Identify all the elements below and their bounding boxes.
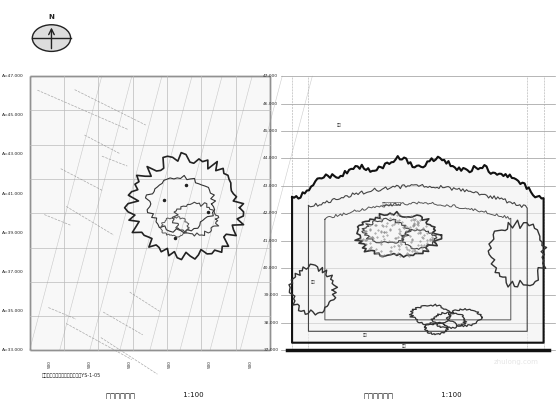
Text: A=41.000: A=41.000 [2,192,24,196]
Text: 45.000: 45.000 [263,129,278,133]
Text: A=43.000: A=43.000 [2,152,24,156]
Text: 44.000: 44.000 [263,156,278,160]
Text: 41.000: 41.000 [263,239,278,243]
Text: 500: 500 [168,360,172,368]
Text: 500: 500 [88,360,92,368]
Text: 37.000: 37.000 [263,348,278,352]
Text: A=33.000: A=33.000 [2,348,24,352]
Text: 底板: 底板 [363,333,368,337]
Text: 500: 500 [208,360,212,368]
FancyBboxPatch shape [30,76,270,350]
Text: A=35.000: A=35.000 [2,309,24,313]
Text: A=47.000: A=47.000 [2,74,24,78]
Text: 浮雕图案示意图样: 浮雕图案示意图样 [381,203,402,207]
Text: 500: 500 [48,360,52,368]
Polygon shape [292,156,544,343]
Text: 46.000: 46.000 [263,102,278,106]
Text: 1:100: 1:100 [438,392,461,398]
Text: A=45.000: A=45.000 [2,113,24,117]
Text: zhulong.com: zhulong.com [494,359,539,365]
Text: 500: 500 [128,360,132,368]
Text: N: N [49,14,54,20]
Circle shape [32,25,71,51]
Text: 42.000: 42.000 [263,211,278,215]
Text: 39.000: 39.000 [263,294,278,298]
Text: 43.000: 43.000 [263,184,278,188]
Text: 47.000: 47.000 [263,74,278,78]
Text: 标高: 标高 [310,280,315,284]
Text: 浮雕墙平面图: 浮雕墙平面图 [106,392,136,399]
Text: A=37.000: A=37.000 [2,270,24,274]
Text: 1:100: 1:100 [181,392,204,398]
Text: 浮雕墙立面图: 浮雕墙立面图 [363,392,394,399]
Text: 500: 500 [248,360,252,368]
Text: A=39.000: A=39.000 [2,231,24,235]
Text: 顶高: 顶高 [337,124,342,128]
Text: 40.000: 40.000 [263,266,278,270]
Text: 地面: 地面 [402,344,407,348]
Text: 38.000: 38.000 [263,321,278,325]
Text: 说明：太地区总参观点电平面图YS-1-05: 说明：太地区总参观点电平面图YS-1-05 [41,373,101,378]
